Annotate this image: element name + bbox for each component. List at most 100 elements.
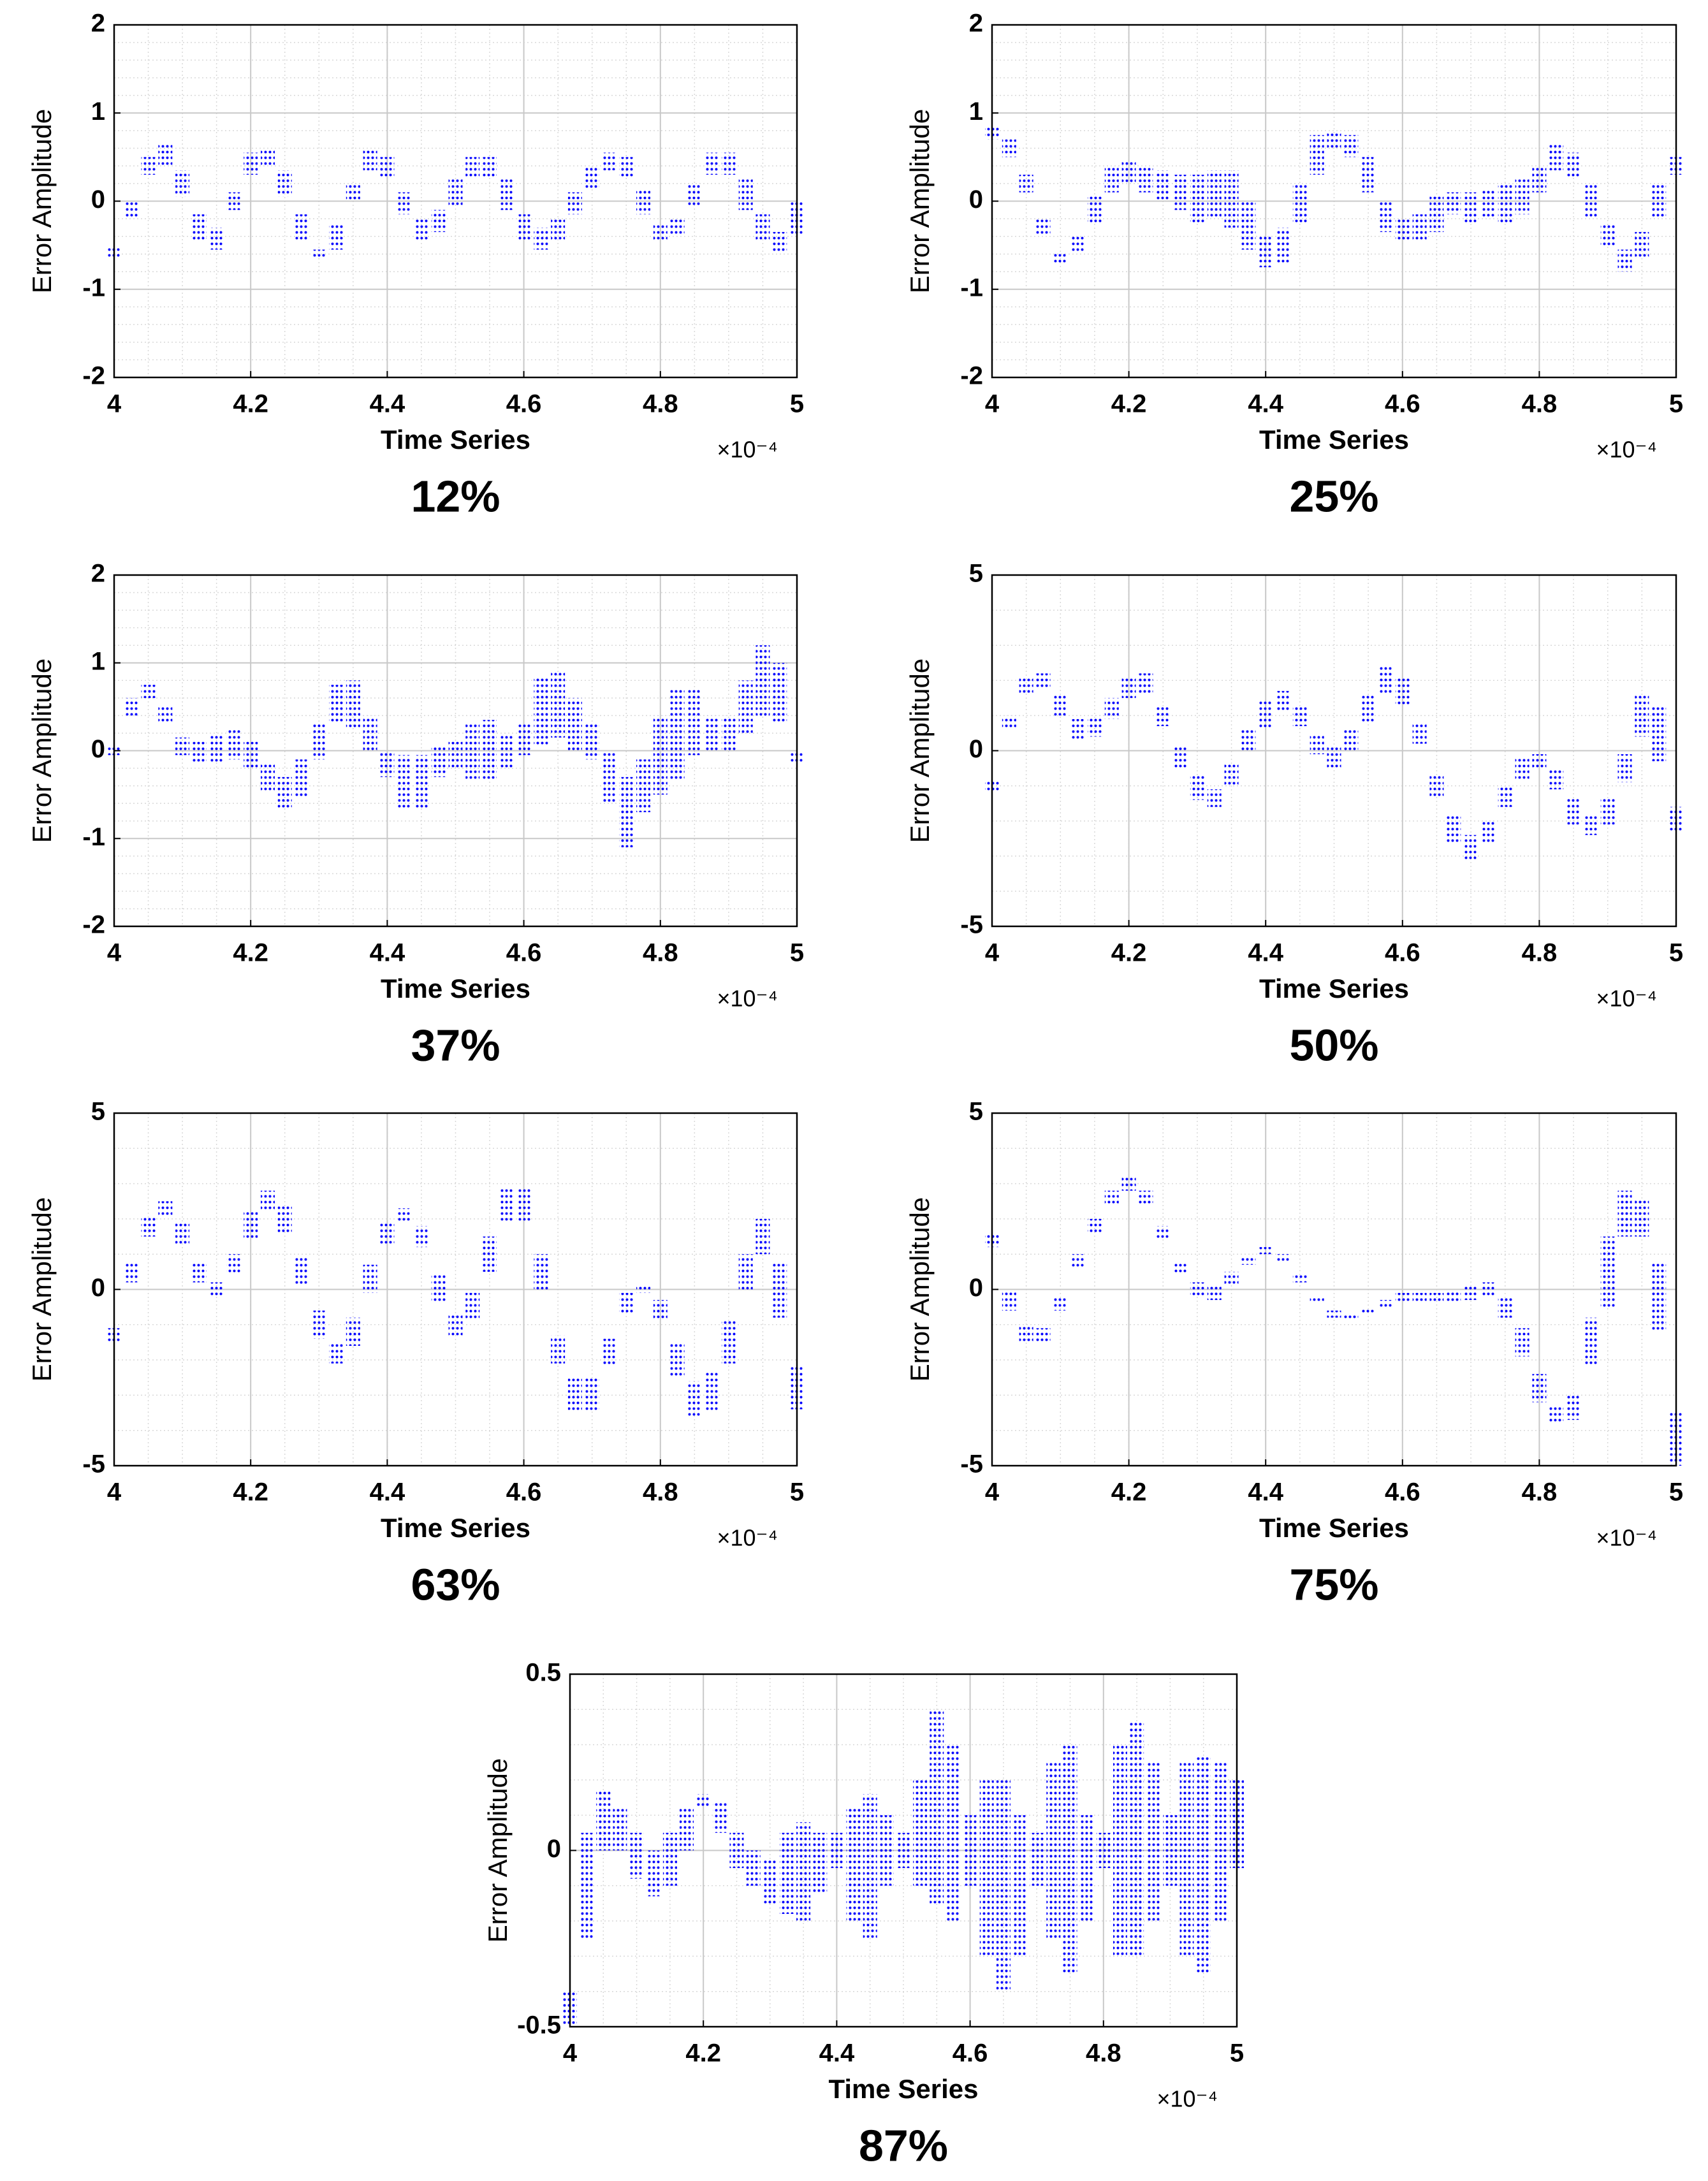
y-tick-label: 0 [969,735,983,763]
dot-column [1412,722,1427,744]
dot-column [619,777,634,848]
dot-column [619,1293,634,1315]
x-tick-label: 4.4 [1248,939,1283,967]
x-multiplier: ×10⁻⁴ [1596,437,1657,463]
dot-column [312,724,326,760]
dot-column [704,1370,719,1413]
dot-column [312,1310,326,1339]
dot-column [1617,754,1632,783]
dot-column [551,219,566,241]
y-axis-label: Error Amplitude [905,109,935,293]
dot-column [295,1257,309,1286]
y-tick-label: -5 [82,1450,105,1478]
dot-column [629,1832,644,1879]
dot-column [670,219,685,237]
dot-column [158,706,173,725]
dot-column [499,179,514,210]
dot-column [124,1261,138,1283]
dot-column [380,750,395,777]
dot-column [1139,1190,1153,1205]
x-multiplier: ×10⁻⁴ [1596,1525,1657,1551]
dot-column [913,1779,928,1886]
dot-column [585,166,599,188]
dot-column [397,755,412,808]
dot-column [329,223,344,250]
dot-column [653,1300,668,1322]
chart-panel: 4 4.2 4.4 4.6 4.8 5 -5 0 5 Time Series ×10⁻⁴ Error … [905,560,1683,1070]
dot-column [1464,835,1478,860]
dot-column [244,741,258,769]
axes-box [991,1112,1677,1467]
x-tick-label: 4.2 [233,390,268,418]
dot-column [1566,796,1581,825]
dot-column [1207,789,1222,807]
dot-column [1190,775,1204,800]
dot-column [1087,196,1102,224]
x-tick-label: 4.8 [643,1478,678,1506]
dot-column [1224,170,1239,228]
chart-title: 12% [411,471,500,521]
y-tick-label: 0 [969,186,983,214]
dot-column [1079,1815,1094,1922]
dot-column [653,715,668,795]
y-axis-label: Error Amplitude [483,1758,513,1943]
dot-column [1549,1405,1564,1424]
dot-column [244,152,258,175]
dot-column [1532,1374,1547,1403]
dot-column [363,148,377,171]
dot-column [1549,143,1564,171]
y-tick-label: 2 [91,560,105,588]
dot-column [1395,676,1410,705]
dot-column [431,1275,446,1304]
y-tick-label: -2 [82,362,105,390]
y-tick-label: -1 [82,823,105,851]
dot-column [1013,1815,1028,1957]
dot-column [1498,183,1512,224]
y-tick-label: 2 [969,10,983,38]
x-axis-label: Time Series [1259,974,1409,1003]
dot-column [1515,179,1529,215]
dot-column [755,1218,770,1255]
dot-column [1070,236,1085,254]
chart-title: 87% [859,2120,948,2170]
dot-column [1276,690,1290,712]
dot-column [1412,214,1427,241]
x-tick-label: 4.8 [643,390,678,418]
dot-column [602,1338,617,1368]
dot-column [1173,175,1188,210]
dot-column [687,1381,702,1417]
dot-column [1196,1755,1211,1974]
dot-column [1276,227,1290,263]
dot-column [687,183,702,206]
chart-title: 37% [411,1020,500,1070]
chart-panel: 4 4.2 4.4 4.6 4.8 5 -2 -1 0 1 2 Time Series ×10⁻⁴ Err… [905,10,1683,522]
dot-column [1600,223,1615,245]
dot-column [585,1377,599,1413]
dot-column [277,1204,292,1234]
dot-column [1019,175,1033,193]
y-tick-label: 0 [91,1274,105,1302]
dot-column [260,1190,275,1212]
y-axis-label: Error Amplitude [27,109,57,293]
dot-column [1163,1815,1178,1886]
x-tick-label: 5 [790,390,804,418]
dot-column [346,1317,360,1346]
dot-column [1395,1293,1410,1304]
y-tick-label: 0.5 [525,1659,561,1687]
dot-column [1635,1197,1649,1237]
dot-column [1121,161,1136,184]
dot-column [1447,1291,1461,1304]
x-tick-label: 4 [107,390,122,418]
dot-column [813,1832,828,1893]
dot-column [670,1342,685,1378]
dot-column [1480,187,1495,219]
dot-column [483,1236,497,1272]
x-tick-label: 4.4 [370,390,405,418]
dot-column [295,214,309,241]
dot-column [755,645,770,716]
y-tick-label: 1 [969,98,983,126]
x-tick-label: 4 [107,939,122,967]
dot-column [1310,733,1324,755]
x-tick-label: 4.6 [1385,1478,1420,1506]
dot-column [1104,1190,1119,1205]
